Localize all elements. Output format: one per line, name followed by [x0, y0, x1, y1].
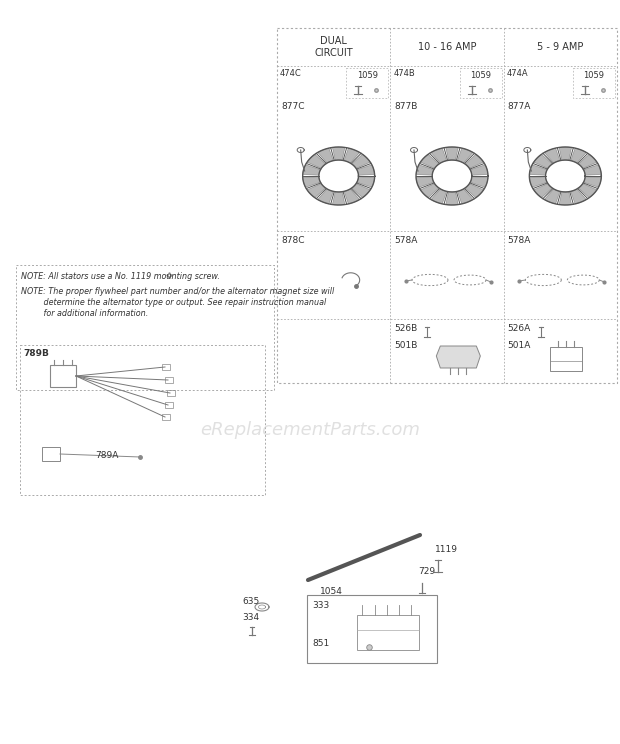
- Bar: [165, 377, 173, 383]
- Polygon shape: [307, 154, 326, 168]
- Polygon shape: [446, 147, 458, 160]
- Polygon shape: [583, 164, 601, 175]
- Polygon shape: [420, 154, 439, 168]
- Polygon shape: [416, 177, 434, 187]
- Text: 578A: 578A: [508, 236, 531, 245]
- Polygon shape: [465, 154, 484, 168]
- Polygon shape: [446, 192, 458, 205]
- Text: 501B: 501B: [394, 341, 418, 350]
- Text: 526A: 526A: [508, 324, 531, 333]
- Bar: [50, 365, 76, 387]
- Polygon shape: [458, 189, 473, 204]
- Text: 1059: 1059: [583, 71, 604, 80]
- Text: 851: 851: [312, 639, 329, 648]
- Text: 334: 334: [242, 613, 259, 622]
- Text: 789A: 789A: [95, 451, 118, 460]
- Polygon shape: [570, 148, 587, 163]
- Bar: [573, 68, 615, 98]
- Text: 877C: 877C: [281, 102, 304, 111]
- Polygon shape: [529, 177, 547, 187]
- Text: 501A: 501A: [508, 341, 531, 350]
- Polygon shape: [458, 148, 473, 163]
- Text: 729: 729: [418, 567, 435, 576]
- Bar: [165, 402, 173, 408]
- Polygon shape: [352, 184, 370, 198]
- Bar: [162, 364, 170, 370]
- Text: for additional information.: for additional information.: [21, 309, 148, 318]
- Polygon shape: [534, 154, 552, 168]
- Bar: [167, 390, 175, 396]
- Bar: [357, 615, 419, 650]
- Polygon shape: [344, 189, 360, 204]
- Text: 1054: 1054: [320, 587, 343, 596]
- Polygon shape: [357, 177, 374, 187]
- Polygon shape: [303, 164, 321, 175]
- Polygon shape: [465, 184, 484, 198]
- Polygon shape: [559, 147, 572, 160]
- Bar: [459, 68, 502, 98]
- Polygon shape: [357, 164, 374, 175]
- Polygon shape: [303, 177, 321, 187]
- Polygon shape: [470, 164, 488, 175]
- Text: 878C: 878C: [281, 236, 304, 245]
- Polygon shape: [436, 346, 480, 368]
- Polygon shape: [332, 192, 345, 205]
- Polygon shape: [307, 184, 326, 198]
- Polygon shape: [583, 177, 601, 187]
- Text: 526B: 526B: [394, 324, 418, 333]
- Polygon shape: [431, 189, 446, 204]
- Bar: [20, 345, 265, 495]
- Polygon shape: [544, 189, 560, 204]
- Bar: [277, 28, 617, 383]
- Polygon shape: [317, 148, 334, 163]
- Polygon shape: [534, 184, 552, 198]
- Bar: [42, 447, 60, 461]
- Text: 877A: 877A: [508, 102, 531, 111]
- Text: eReplacementParts.com: eReplacementParts.com: [200, 421, 420, 439]
- Polygon shape: [470, 177, 488, 187]
- Polygon shape: [317, 189, 334, 204]
- Text: 789B: 789B: [23, 349, 49, 358]
- Bar: [347, 68, 388, 98]
- Polygon shape: [544, 148, 560, 163]
- Text: NOTE: The proper flywheel part number and/or the alternator magnet size will: NOTE: The proper flywheel part number an…: [21, 287, 334, 296]
- Text: determine the alternator type or output. See repair instruction manual: determine the alternator type or output.…: [21, 298, 326, 307]
- Polygon shape: [570, 189, 587, 204]
- Text: DUAL
CIRCUIT: DUAL CIRCUIT: [314, 36, 353, 58]
- Polygon shape: [529, 164, 547, 175]
- Text: 333: 333: [312, 601, 329, 610]
- Text: 474C: 474C: [280, 69, 302, 78]
- Text: 578A: 578A: [394, 236, 418, 245]
- Polygon shape: [344, 148, 360, 163]
- Polygon shape: [578, 154, 597, 168]
- Text: 877B: 877B: [394, 102, 418, 111]
- Text: 474B: 474B: [393, 69, 415, 78]
- Text: 1059: 1059: [357, 71, 378, 80]
- Text: NOTE: All stators use a No. 1119 mounting screw.: NOTE: All stators use a No. 1119 mountin…: [21, 272, 220, 281]
- Text: 10 - 16 AMP: 10 - 16 AMP: [418, 42, 476, 52]
- Text: 635: 635: [242, 597, 259, 606]
- Text: 474A: 474A: [507, 69, 528, 78]
- Text: 1119: 1119: [435, 545, 458, 554]
- Text: 5 - 9 AMP: 5 - 9 AMP: [537, 42, 583, 52]
- Bar: [162, 414, 170, 420]
- Bar: [16, 265, 274, 390]
- Polygon shape: [332, 147, 345, 160]
- Bar: [307, 595, 437, 663]
- Polygon shape: [420, 184, 439, 198]
- Polygon shape: [352, 154, 370, 168]
- Polygon shape: [559, 192, 572, 205]
- Polygon shape: [416, 164, 434, 175]
- Polygon shape: [578, 184, 597, 198]
- Bar: [550, 347, 582, 371]
- Text: 1059: 1059: [470, 71, 491, 80]
- Polygon shape: [431, 148, 446, 163]
